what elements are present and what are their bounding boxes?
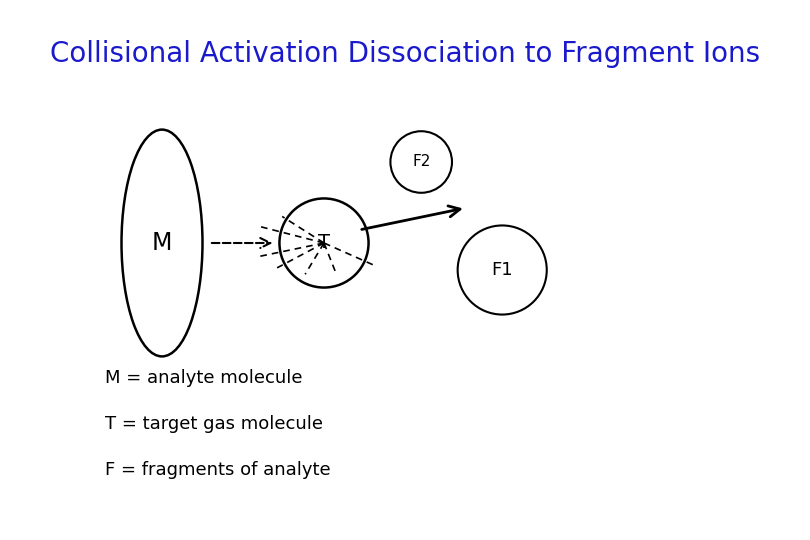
Text: M = analyte molecule: M = analyte molecule <box>105 369 303 387</box>
Text: T = target gas molecule: T = target gas molecule <box>105 415 323 433</box>
Text: F2: F2 <box>412 154 430 170</box>
Text: T: T <box>318 233 330 253</box>
Text: F1: F1 <box>492 261 513 279</box>
Text: M: M <box>151 231 173 255</box>
Text: F = fragments of analyte: F = fragments of analyte <box>105 461 331 479</box>
Text: Collisional Activation Dissociation to Fragment Ions: Collisional Activation Dissociation to F… <box>50 40 760 68</box>
